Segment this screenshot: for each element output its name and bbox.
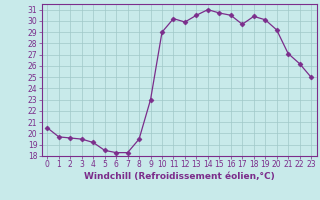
X-axis label: Windchill (Refroidissement éolien,°C): Windchill (Refroidissement éolien,°C) (84, 172, 275, 181)
